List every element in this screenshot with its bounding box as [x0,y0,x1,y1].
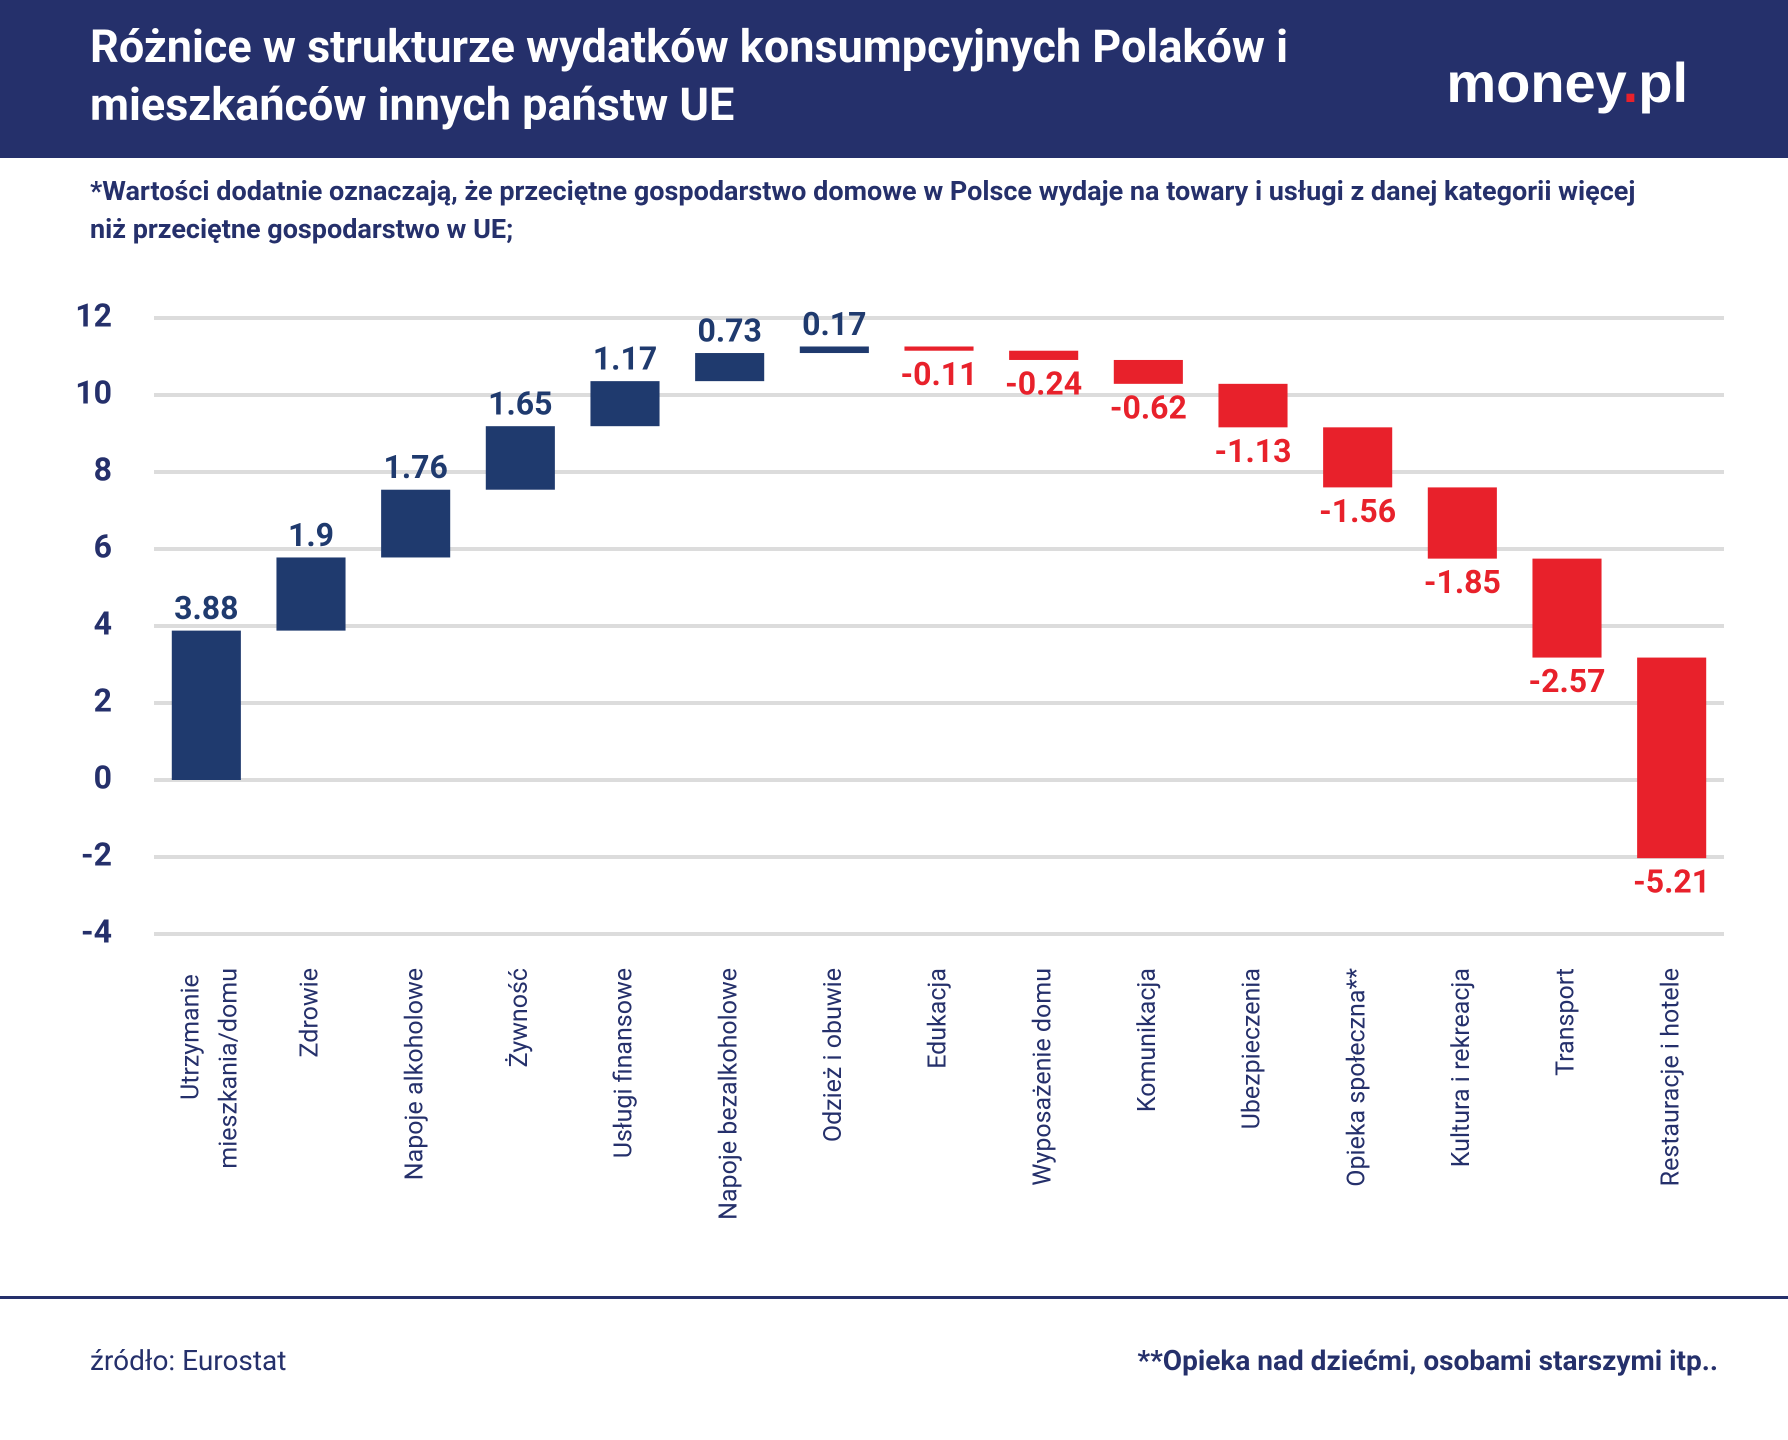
footer-rule [0,1296,1788,1299]
y-tick-label: 0 [94,758,112,796]
bar [485,426,555,490]
y-tick-label: 2 [94,681,112,719]
bar [1218,383,1288,428]
x-tick-label: Żywność [504,968,534,1067]
subtitle: *Wartości dodatnie oznaczają, że przecię… [90,175,1636,245]
value-label: -1.13 [1215,432,1292,470]
y-tick-label: 6 [94,527,112,565]
source: źródło: Eurostat [90,1344,287,1377]
y-tick-label: 10 [75,373,112,411]
bar [1637,657,1707,859]
value-label: 0.17 [802,305,866,343]
x-tick-label: Napoje alkoholowe [400,968,429,1180]
x-tick-label: Usługi finansowe [610,968,639,1158]
bar [1532,558,1602,658]
bar [276,557,346,631]
x-tick-label: Komunikacja [1133,968,1162,1112]
x-tick-label: Transport [1552,968,1581,1076]
bar [1113,359,1183,384]
x-tick-label: Ubezpieczenia [1238,968,1267,1129]
bar [1323,427,1393,488]
bar [590,381,660,427]
bar [1009,350,1079,360]
x-tick-label: Wyposażenie domu [1028,968,1057,1186]
value-label: -0.11 [901,355,978,393]
y-tick-label: 4 [94,604,112,642]
y-tick-label: -2 [81,835,112,873]
value-label: 1.76 [383,448,447,486]
bar [904,346,974,351]
value-label: -0.62 [1110,388,1187,426]
value-label: -1.56 [1319,492,1396,530]
title: Różnice w strukturze wydatków konsumpcyj… [90,20,1288,131]
value-label: 1.9 [288,516,334,554]
value-label: 1.17 [593,340,657,378]
x-tick-label: Zdrowie [296,968,325,1057]
value-label: 1.65 [488,385,552,423]
bar [1427,487,1497,559]
x-tick-label: Utrzymanie mieszkania/domu [176,968,243,1169]
value-label: -1.85 [1424,563,1501,601]
value-label: 0.73 [697,311,761,349]
value-label: -5.21 [1633,863,1710,901]
value-label: -2.57 [1529,662,1606,700]
value-label: -0.24 [1005,364,1082,402]
value-label: 3.88 [174,589,238,627]
y-tick-label: -4 [81,912,112,950]
y-tick-label: 12 [75,296,112,334]
bar [799,346,869,354]
bar [381,489,451,558]
x-tick-label: Napoje bezalkoholowe [714,968,743,1220]
x-tick-label: Kultura i rekreacja [1447,968,1476,1167]
logo-box: money.pl [1446,52,1688,114]
bar [695,353,765,382]
x-tick-label: Restauracje i hotele [1656,968,1685,1186]
footnote: **Opieka nad dziećmi, osobami starszymi … [1137,1344,1718,1377]
x-tick-label: Opieka społeczna** [1342,968,1371,1187]
bar [171,630,241,780]
y-tick-label: 8 [94,450,112,488]
x-tick-label: Odzież i obuwie [819,968,848,1142]
x-tick-label: Edukacja [924,968,953,1069]
logo: money.pl [1446,52,1688,114]
header: Różnice w strukturze wydatków konsumpcyj… [0,0,1788,158]
